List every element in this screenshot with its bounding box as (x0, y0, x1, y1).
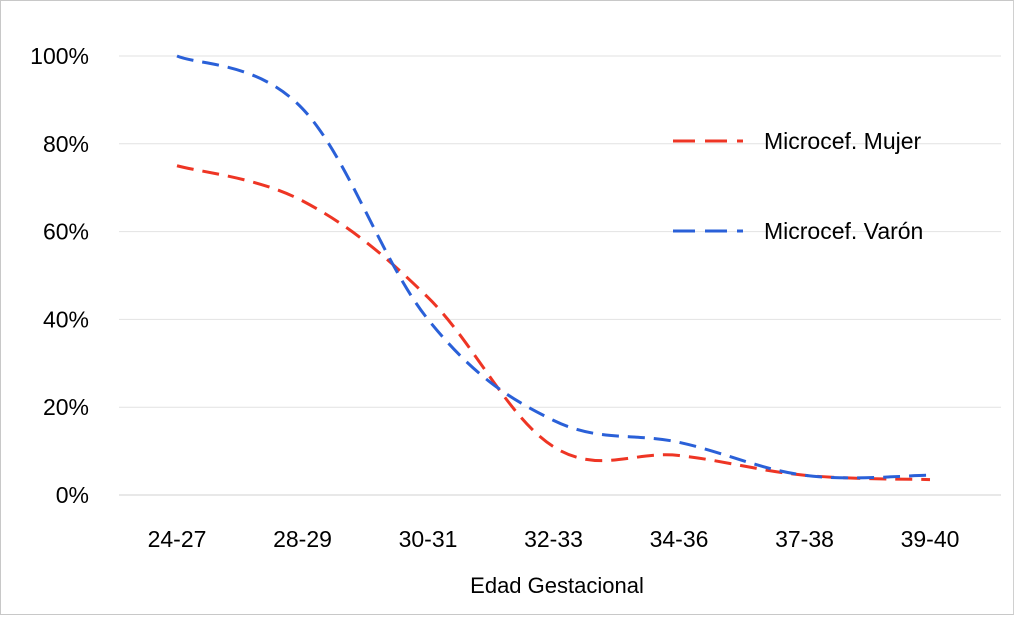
legend: Microcef. Mujer Microcef. Varón (673, 128, 923, 244)
x-tick-labels: 24-27 28-29 30-31 32-33 34-36 37-38 39-40 (148, 526, 960, 552)
y-tick-label: 60% (43, 219, 89, 245)
y-tick-label: 40% (43, 306, 89, 332)
x-tick-label: 24-27 (148, 526, 207, 552)
y-tick-label: 20% (43, 394, 89, 420)
series-line-mujer (176, 164, 931, 482)
y-tick-label: 80% (43, 131, 89, 157)
x-tick-label: 39-40 (901, 526, 960, 552)
legend-label: Microcef. Mujer (764, 128, 922, 154)
x-tick-label: 32-33 (524, 526, 583, 552)
series-lines (176, 54, 931, 482)
y-tick-label: 0% (56, 482, 89, 508)
y-tick-label: 100% (30, 43, 89, 69)
gridlines (119, 55, 1001, 496)
legend-label: Microcef. Varón (764, 218, 923, 244)
x-axis-title: Edad Gestacional (470, 573, 644, 598)
y-tick-labels: 0% 20% 40% 60% 80% 100% (30, 43, 89, 508)
x-tick-label: 28-29 (273, 526, 332, 552)
x-tick-label: 30-31 (399, 526, 458, 552)
x-tick-label: 37-38 (775, 526, 834, 552)
series-line-varon (176, 54, 931, 480)
x-tick-label: 34-36 (650, 526, 709, 552)
